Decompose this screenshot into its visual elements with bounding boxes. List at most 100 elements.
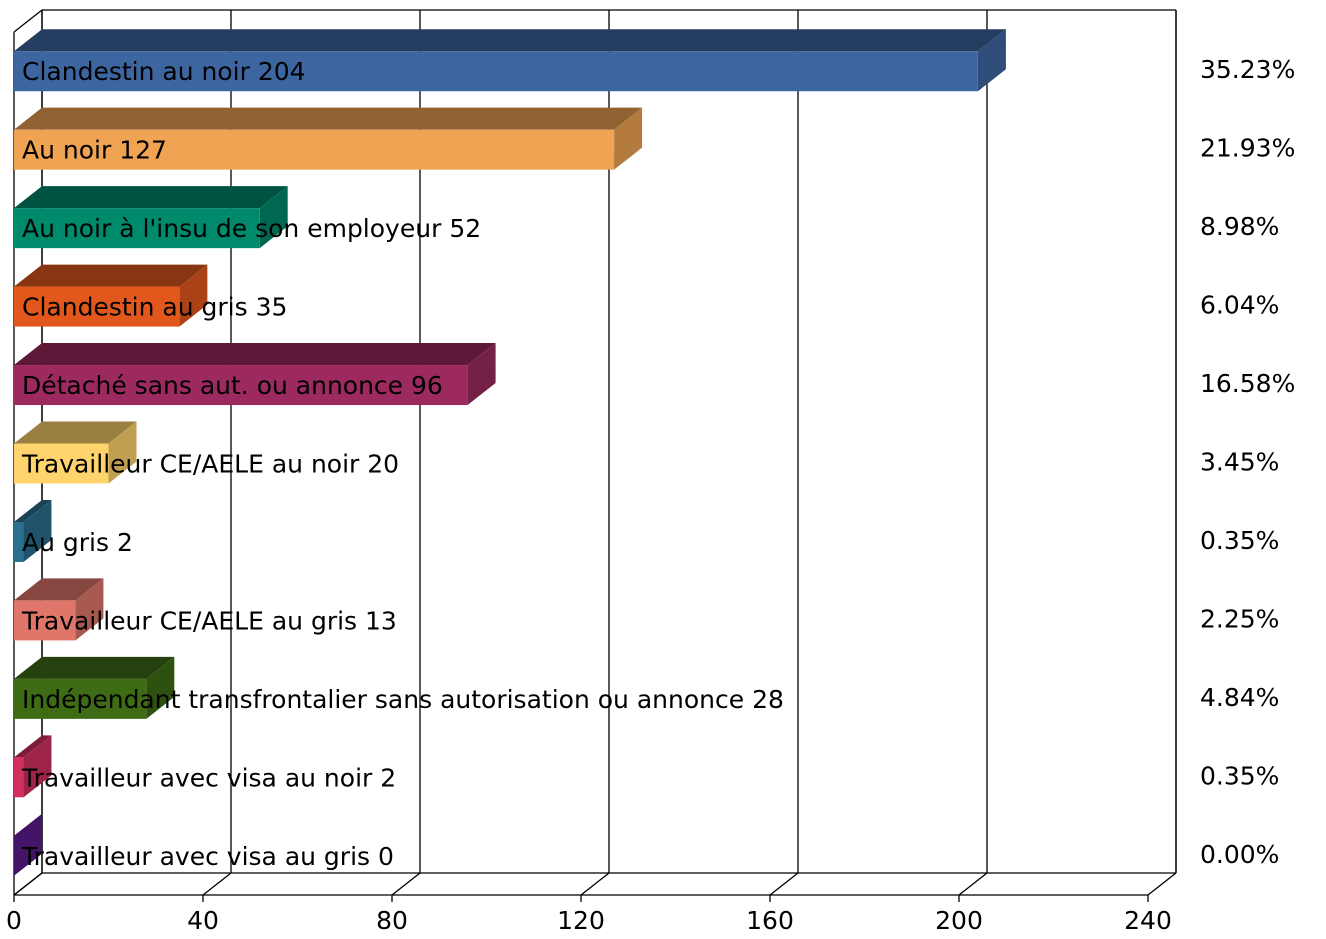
x-tick-label: 0 [6,906,22,935]
bar-top [14,29,1006,52]
bar-top [14,343,496,366]
bar-side [977,29,1006,92]
bar-side [108,421,137,484]
bar-front [14,757,24,798]
grid-line [958,872,988,896]
category-label: Au noir [22,136,112,165]
bar-front [14,208,260,249]
bar-label: Travailleur avec visa au noir 2 [21,763,396,792]
category-label: Au noir à l'insu de son employeur [22,214,442,243]
x-tick-label: 200 [935,906,983,935]
percent-label: 21.93% [1200,134,1295,163]
x-tick-label: 120 [557,906,605,935]
bar-side [259,186,288,249]
bar-label: Travailleur CE/AELE au noir 20 [21,450,399,479]
value-label: 2 [380,763,396,792]
bar-side [179,264,208,327]
bar [14,107,643,170]
value-label: 204 [258,57,306,86]
bar-top [14,264,208,287]
bar [14,499,52,562]
bar-top [14,499,52,522]
bar [14,656,175,719]
grid-line [1147,872,1177,896]
percent-label: 0.00% [1200,840,1279,869]
percent-label: 6.04% [1200,291,1279,320]
category-label: Au gris [22,528,109,557]
bar [14,578,104,641]
bar-label: Au noir 127 [22,136,167,165]
bar-front [14,443,109,484]
percent-label: 0.35% [1200,761,1279,790]
bar-label: Détaché sans aut. ou annonce 96 [22,371,443,400]
bar [14,29,1006,92]
bar [14,343,496,406]
grid-line [769,872,799,896]
value-label: 127 [119,136,167,165]
bar-label: Clandestin au gris 35 [22,293,287,322]
bar [14,186,288,249]
bar-label: Au noir à l'insu de son employeur 52 [22,214,481,243]
bar-top [14,735,52,758]
percent-label: 0.35% [1200,526,1279,555]
bar-front [14,521,24,562]
bar [14,421,137,484]
value-label: 52 [449,214,481,243]
grid-line [13,872,43,896]
bar-label: Au gris 2 [22,528,133,557]
value-label: 2 [117,528,133,557]
bar-top [14,578,104,601]
bar-side [14,813,42,876]
bar-side [23,735,52,798]
category-label: Travailleur CE/AELE au noir [21,450,360,479]
x-tick-label: 160 [746,906,794,935]
grid-line [391,872,421,896]
bar-side [614,107,643,170]
bar-label: Travailleur CE/AELE au gris 13 [21,606,397,635]
category-label: Indépendant transfrontalier sans autoris… [22,685,744,714]
percent-label: 8.98% [1200,212,1279,241]
category-label: Détaché sans aut. ou annonce [22,371,403,400]
value-label: 96 [411,371,443,400]
category-label: Clandestin au gris [22,293,248,322]
category-label: Travailleur avec visa au noir [21,763,373,792]
percent-label: 16.58% [1200,369,1295,398]
value-label: 13 [365,606,397,635]
value-label: 35 [256,293,288,322]
bar-top [14,656,175,679]
bar-side [23,499,52,562]
bar-side [467,343,496,406]
bar-side [75,578,104,641]
bar-front [14,678,147,719]
bar [14,813,42,876]
wall-edge [13,9,43,33]
bar-front [14,286,180,327]
x-tick-label: 240 [1124,906,1172,935]
bar-label: Indépendant transfrontalier sans autoris… [22,685,784,714]
value-label: 0 [378,842,394,871]
bar-label: Travailleur avec visa au gris 0 [21,842,394,871]
percent-label: 35.23% [1200,55,1295,84]
bar-top [14,186,288,209]
bar-side [146,656,175,719]
x-tick-label: 80 [376,906,408,935]
category-label: Travailleur avec visa au gris [21,842,370,871]
bar-front [14,51,978,92]
percent-label: 4.84% [1200,683,1279,712]
bar [14,735,52,798]
bar-front [14,600,76,641]
bar-front [14,129,615,170]
value-label: 28 [752,685,784,714]
bar-front [14,365,468,406]
bar [14,264,208,327]
x-tick-label: 40 [187,906,219,935]
bar-top [14,107,643,130]
bar-label: Clandestin au noir 204 [22,57,306,86]
grid-line [580,872,610,896]
bar-top [14,421,137,444]
grid-line [202,872,232,896]
percent-label: 2.25% [1200,604,1279,633]
category-label: Travailleur CE/AELE au gris [21,606,357,635]
category-label: Clandestin au noir [22,57,251,86]
